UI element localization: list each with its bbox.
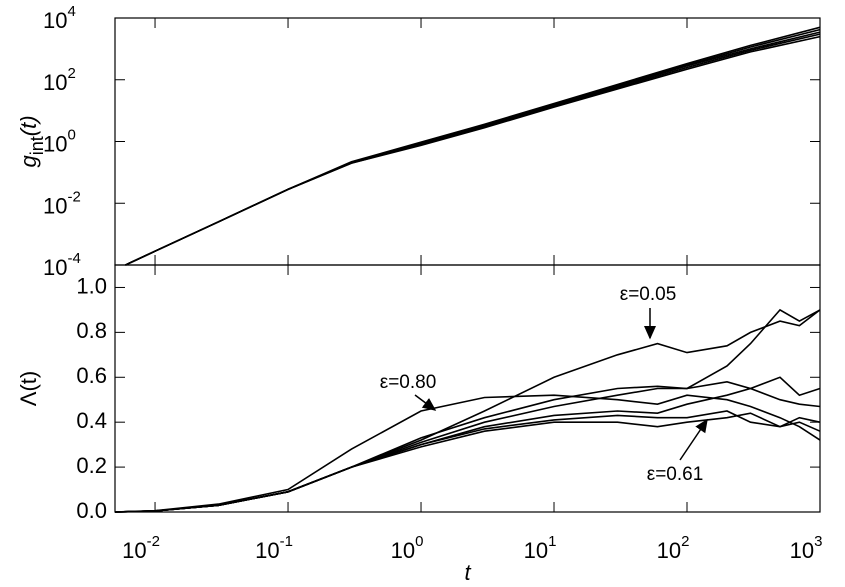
x-tick-label: 103 [790, 533, 823, 563]
x-axis-label: t [464, 560, 471, 585]
y-tick-label-exponent: -4 [67, 250, 80, 267]
y-tick-label-exponent: 2 [67, 65, 75, 82]
y-tick-label: 0.6 [76, 363, 107, 388]
annotation: ε=0.61 [647, 464, 704, 485]
y-tick-label-exponent: 0 [67, 126, 75, 143]
x-tick-label: 10-1 [255, 533, 293, 563]
x-tick-label: 101 [524, 533, 557, 563]
series-line [114, 410, 821, 513]
x-tick-label-exponent: 2 [681, 533, 689, 550]
y-axis-label: gint(t) [16, 115, 47, 167]
x-tick-label-base: 10 [255, 538, 279, 563]
x-tick-label: 10-2 [122, 533, 160, 563]
y-tick-label-base: 10 [43, 255, 67, 280]
y-tick-label: 1.0 [76, 273, 107, 298]
y-tick-label-base: 10 [43, 70, 67, 95]
series-line [125, 26, 821, 266]
y-tick-label: 10-2 [43, 188, 81, 218]
y-tick-label: 10-4 [43, 250, 81, 280]
y-tick-label-exponent: 4 [67, 3, 75, 20]
series-line [114, 394, 821, 513]
series-line [114, 387, 821, 513]
y-tick-label: 0.4 [76, 408, 107, 433]
x-tick-label-exponent: -2 [147, 533, 160, 550]
y-tick-label-base: 10 [43, 8, 67, 33]
y-tick-label: 0.2 [76, 453, 107, 478]
arrow [414, 394, 437, 411]
series-line [125, 35, 821, 266]
x-tick-label-exponent: -1 [280, 533, 293, 550]
x-tick-label-exponent: 0 [415, 533, 423, 550]
x-tick-label-base: 10 [122, 538, 146, 563]
x-tick-label-exponent: 3 [814, 533, 822, 550]
y-tick-label: 102 [43, 65, 76, 95]
annotation: ε=0.80 [380, 372, 437, 393]
x-tick-label: 102 [657, 533, 690, 563]
y-axis-label-part: g [16, 155, 41, 168]
y-tick-label-base: 10 [43, 131, 67, 156]
y-axis-label-part: (t) [16, 115, 41, 136]
y-tick-label: 0.8 [76, 318, 107, 343]
x-tick-label-base: 10 [391, 538, 415, 563]
series-line [114, 309, 821, 513]
y-tick-label-exponent: -2 [67, 188, 80, 205]
x-tick-label-base: 10 [657, 538, 681, 563]
series-line [114, 412, 821, 513]
y-axis-label: Λ(t) [16, 371, 41, 406]
series-line [125, 33, 821, 266]
plot-frame [114, 264, 821, 513]
y-tick-label-base: 10 [43, 193, 67, 218]
series-line [125, 31, 821, 266]
arrow [679, 418, 708, 461]
series-line [125, 28, 821, 266]
x-tick-label-base: 10 [790, 538, 814, 563]
y-tick-label: 100 [43, 126, 76, 156]
y-axis-label-sub: int [27, 136, 47, 155]
annotation: ε=0.05 [620, 284, 677, 305]
y-tick-label: 104 [43, 3, 76, 33]
x-tick-label-base: 10 [524, 538, 548, 563]
x-tick-label-exponent: 1 [548, 533, 556, 550]
x-tick-label: 100 [391, 533, 424, 563]
series-line [114, 308, 821, 513]
y-tick-label: 0.0 [76, 498, 107, 523]
